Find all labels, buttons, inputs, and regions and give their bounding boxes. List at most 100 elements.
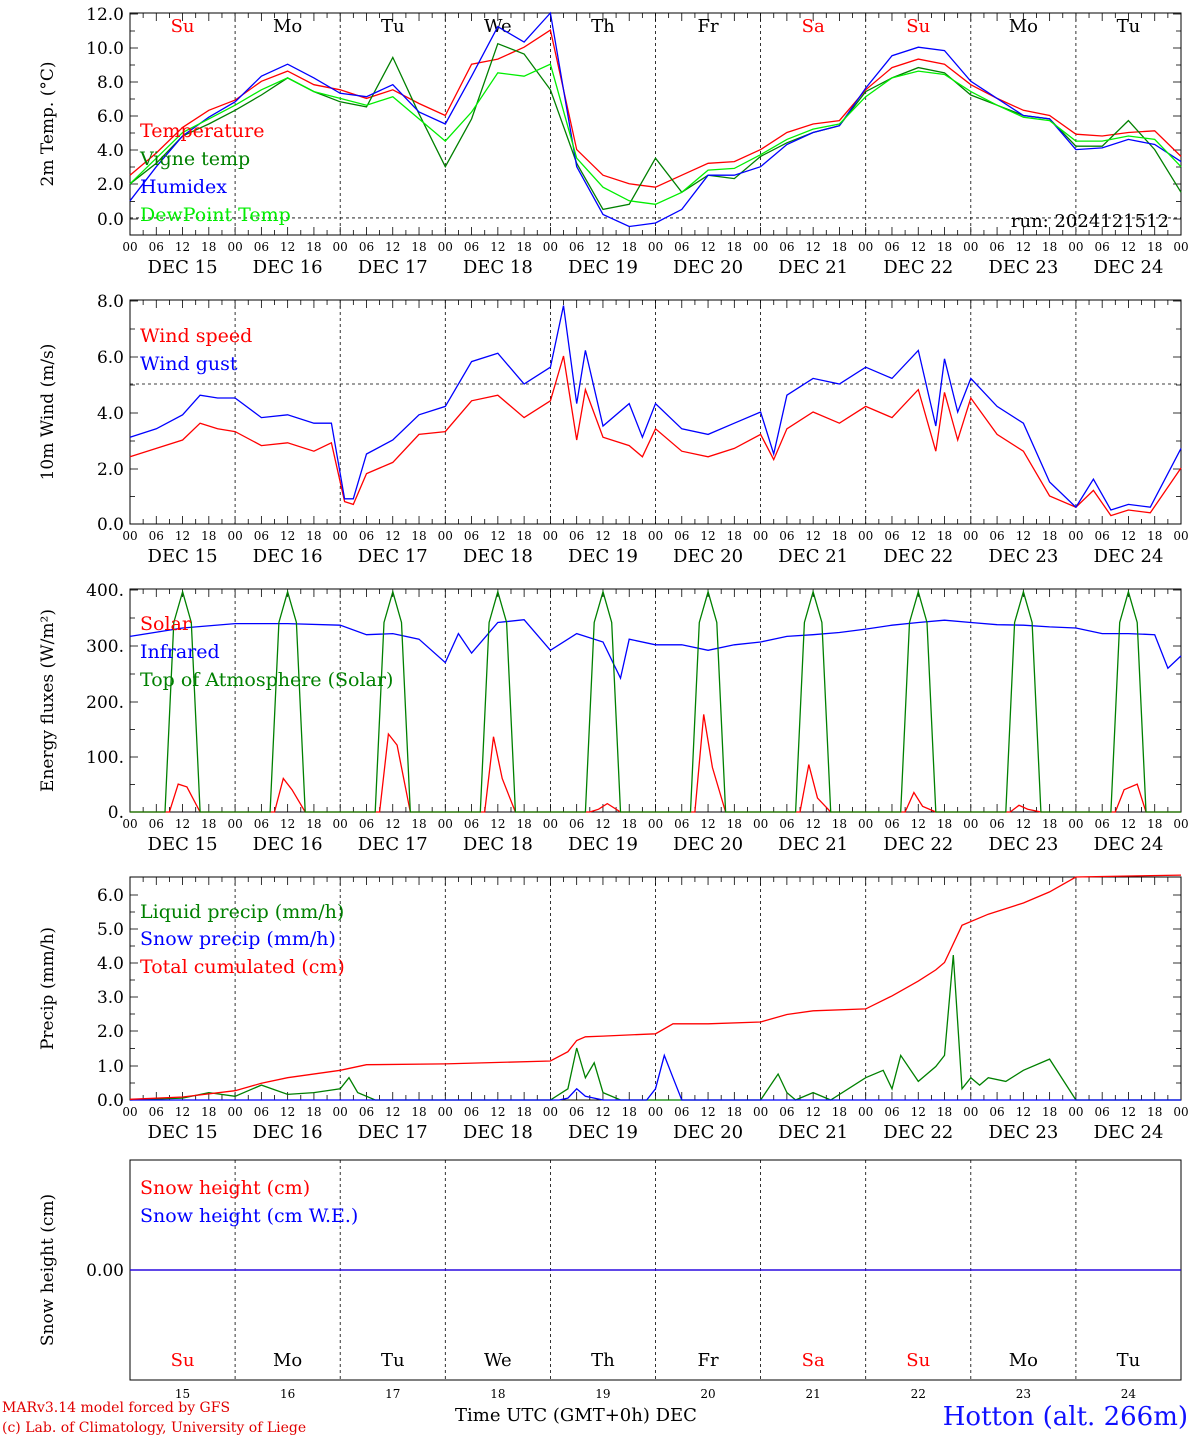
y-tick-label: 1.0 [97,1057,124,1077]
hour-tick-label: 00 [1068,1105,1083,1119]
hour-tick-label: 00 [1173,240,1188,254]
hour-tick-label: 06 [989,240,1004,254]
legend-entry: Snow height (cm) [140,1177,310,1199]
hour-tick-label: 06 [884,817,899,831]
legend-entry: Snow height (cm W.E.) [140,1205,358,1227]
weekday-label: Mo [273,16,302,37]
hour-tick-label: 00 [858,817,873,831]
hour-tick-label: 12 [385,817,400,831]
hour-tick-label: 06 [1095,1105,1110,1119]
hour-tick-label: 00 [543,817,558,831]
hour-tick-label: 00 [753,817,768,831]
y-tick-label: 4.0 [97,141,124,161]
hour-tick-label: 18 [201,1105,216,1119]
panel-1: 00 06 12 18 00 06 12 18 00 06 12 18 00 06 12 18 00 06 12 18… [38,5,1189,278]
series-line [129,305,1182,511]
date-label: DEC 21 [778,1122,848,1143]
hour-tick-label: 12 [385,240,400,254]
hour-tick-label: 18 [832,1105,847,1119]
date-label: DEC 15 [148,257,218,278]
hour-tick-label: 00 [543,1105,558,1119]
hour-tick-label: 12 [490,240,505,254]
weekday-label: Th [591,1350,615,1371]
date-label: DEC 18 [463,1122,533,1143]
hour-tick-label: 00 [438,529,453,543]
y-tick-label: 0.0 [97,1091,124,1111]
date-label: DEC 18 [463,546,533,567]
y-tick-label: 3.0 [97,988,124,1008]
hour-tick-label: 12 [595,240,610,254]
date-label: DEC 23 [988,834,1058,855]
hour-tick-label: 06 [569,529,584,543]
hour-tick-label: 06 [1095,529,1110,543]
y-tick-label: 2.0 [97,175,124,195]
date-label: DEC 23 [988,257,1058,278]
hour-tick-label: 00 [963,529,978,543]
hour-tick-label: 12 [700,1105,715,1119]
day-number: 20 [700,1387,715,1401]
hour-tick-label: 00 [648,240,663,254]
hour-tick-label: 12 [700,529,715,543]
hour-tick-label: 06 [884,1105,899,1119]
hour-tick-label: 18 [306,817,321,831]
hour-tick-label: 06 [149,529,164,543]
date-label: DEC 21 [778,257,848,278]
hour-tick-label: 18 [411,1105,426,1119]
date-label: DEC 23 [988,1122,1058,1143]
hour-tick-label: 18 [306,529,321,543]
hour-tick-label: 06 [464,529,479,543]
hour-tick-label: 06 [359,240,374,254]
hour-tick-label: 18 [1042,529,1057,543]
series-line [129,355,1182,517]
hour-tick-label: 18 [1147,1105,1162,1119]
hour-tick-label: 12 [911,240,926,254]
legend-entry: Humidex [140,176,227,198]
hour-tick-label: 12 [175,817,190,831]
weekday-label: Fr [698,16,719,37]
hour-tick-label: 00 [1068,240,1083,254]
weekday-label: Tu [1117,16,1141,37]
hour-tick-label: 00 [753,1105,768,1119]
y-tick-label: 8.0 [97,73,124,93]
legend-entry: DewPoint Temp [140,204,291,226]
weekday-label: Th [591,16,615,37]
day-number: 19 [595,1387,610,1401]
hour-tick-label: 06 [1095,817,1110,831]
hour-tick-label: 00 [438,1105,453,1119]
hour-tick-label: 18 [1147,817,1162,831]
date-label: DEC 15 [148,834,218,855]
date-label: DEC 17 [358,834,428,855]
hour-tick-label: 12 [490,817,505,831]
y-axis-label: 10m Wind (m/s) [38,344,58,481]
hour-tick-label: 06 [779,529,794,543]
hour-tick-label: 18 [306,1105,321,1119]
hour-tick-label: 18 [937,529,952,543]
date-label: DEC 20 [673,834,743,855]
hour-tick-label: 18 [937,817,952,831]
hour-tick-label: 18 [937,1105,952,1119]
series-line [130,589,1181,813]
hour-tick-label: 00 [963,817,978,831]
date-label: DEC 20 [673,257,743,278]
hour-tick-label: 18 [622,529,637,543]
legend-entry: Snow precip (mm/h) [140,928,336,950]
date-label: DEC 20 [673,546,743,567]
date-label: DEC 22 [883,546,953,567]
hour-tick-label: 00 [438,240,453,254]
date-label: DEC 22 [883,257,953,278]
hour-tick-label: 18 [516,240,531,254]
day-number: 18 [490,1387,505,1401]
hour-tick-label: 00 [333,817,348,831]
day-number: 22 [911,1387,926,1401]
panel-4: 00 06 12 18 00 06 12 18 00 06 12 18 00 06 12 18 00 06 12 18… [38,874,1189,1143]
hour-tick-label: 18 [1042,1105,1057,1119]
hour-tick-label: 18 [411,529,426,543]
series-line [129,63,1182,205]
hour-tick-label: 12 [175,1105,190,1119]
hour-tick-label: 12 [806,1105,821,1119]
hour-tick-label: 12 [490,529,505,543]
plot-frame [129,299,1182,525]
weekday-label: Sa [802,1350,825,1371]
hour-tick-label: 18 [622,1105,637,1119]
hour-tick-label: 00 [543,240,558,254]
